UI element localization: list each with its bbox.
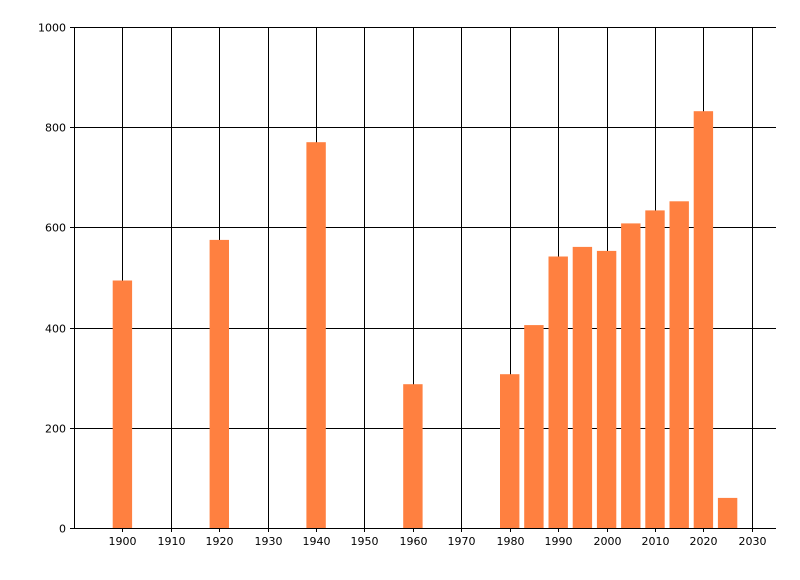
y-tick-labels: 0 200 400 600 800 1000 bbox=[38, 22, 66, 536]
bar-1940 bbox=[306, 142, 326, 528]
x-tick-label: 2030 bbox=[739, 535, 767, 548]
bar-2025 bbox=[717, 497, 738, 528]
y-tick-label: 800 bbox=[45, 122, 66, 135]
x-tick-label: 1990 bbox=[545, 535, 573, 548]
bar-1960 bbox=[403, 384, 423, 528]
x-tick-label: 2000 bbox=[594, 535, 622, 548]
x-tick-label: 2010 bbox=[642, 535, 670, 548]
y-tick-label: 1000 bbox=[38, 22, 66, 35]
bars bbox=[112, 111, 738, 529]
axes bbox=[70, 27, 776, 532]
x-tick-label: 2020 bbox=[690, 535, 718, 548]
x-tick-label: 1960 bbox=[400, 535, 428, 548]
x-tick-label: 1940 bbox=[303, 535, 331, 548]
bar-1900 bbox=[112, 280, 133, 528]
bar-2015 bbox=[669, 201, 689, 529]
bar-2005 bbox=[621, 223, 641, 528]
x-tick-label: 1970 bbox=[448, 535, 476, 548]
bar-1995 bbox=[572, 246, 593, 528]
x-tick-label: 1920 bbox=[206, 535, 234, 548]
y-tick-label: 0 bbox=[59, 523, 66, 536]
y-tick-label: 600 bbox=[45, 222, 66, 235]
bar-1920 bbox=[209, 239, 229, 528]
x-tick-label: 1910 bbox=[158, 535, 186, 548]
x-tick-label: 1950 bbox=[351, 535, 379, 548]
bar-2010 bbox=[645, 210, 665, 528]
bar-2020 bbox=[693, 111, 714, 528]
x-tick-label: 1980 bbox=[497, 535, 525, 548]
x-tick-label: 1900 bbox=[109, 535, 137, 548]
y-tick-label: 200 bbox=[45, 423, 66, 436]
y-tick-label: 400 bbox=[45, 323, 66, 336]
bar-2000 bbox=[596, 250, 617, 528]
bar-1990 bbox=[548, 256, 568, 528]
x-tick-labels: 1900 1910 1920 1930 1940 1950 1960 1970 1980 1990… bbox=[109, 535, 767, 548]
bar-1980 bbox=[500, 374, 520, 528]
x-tick-label: 1930 bbox=[255, 535, 283, 548]
bar-1985 bbox=[524, 325, 544, 528]
